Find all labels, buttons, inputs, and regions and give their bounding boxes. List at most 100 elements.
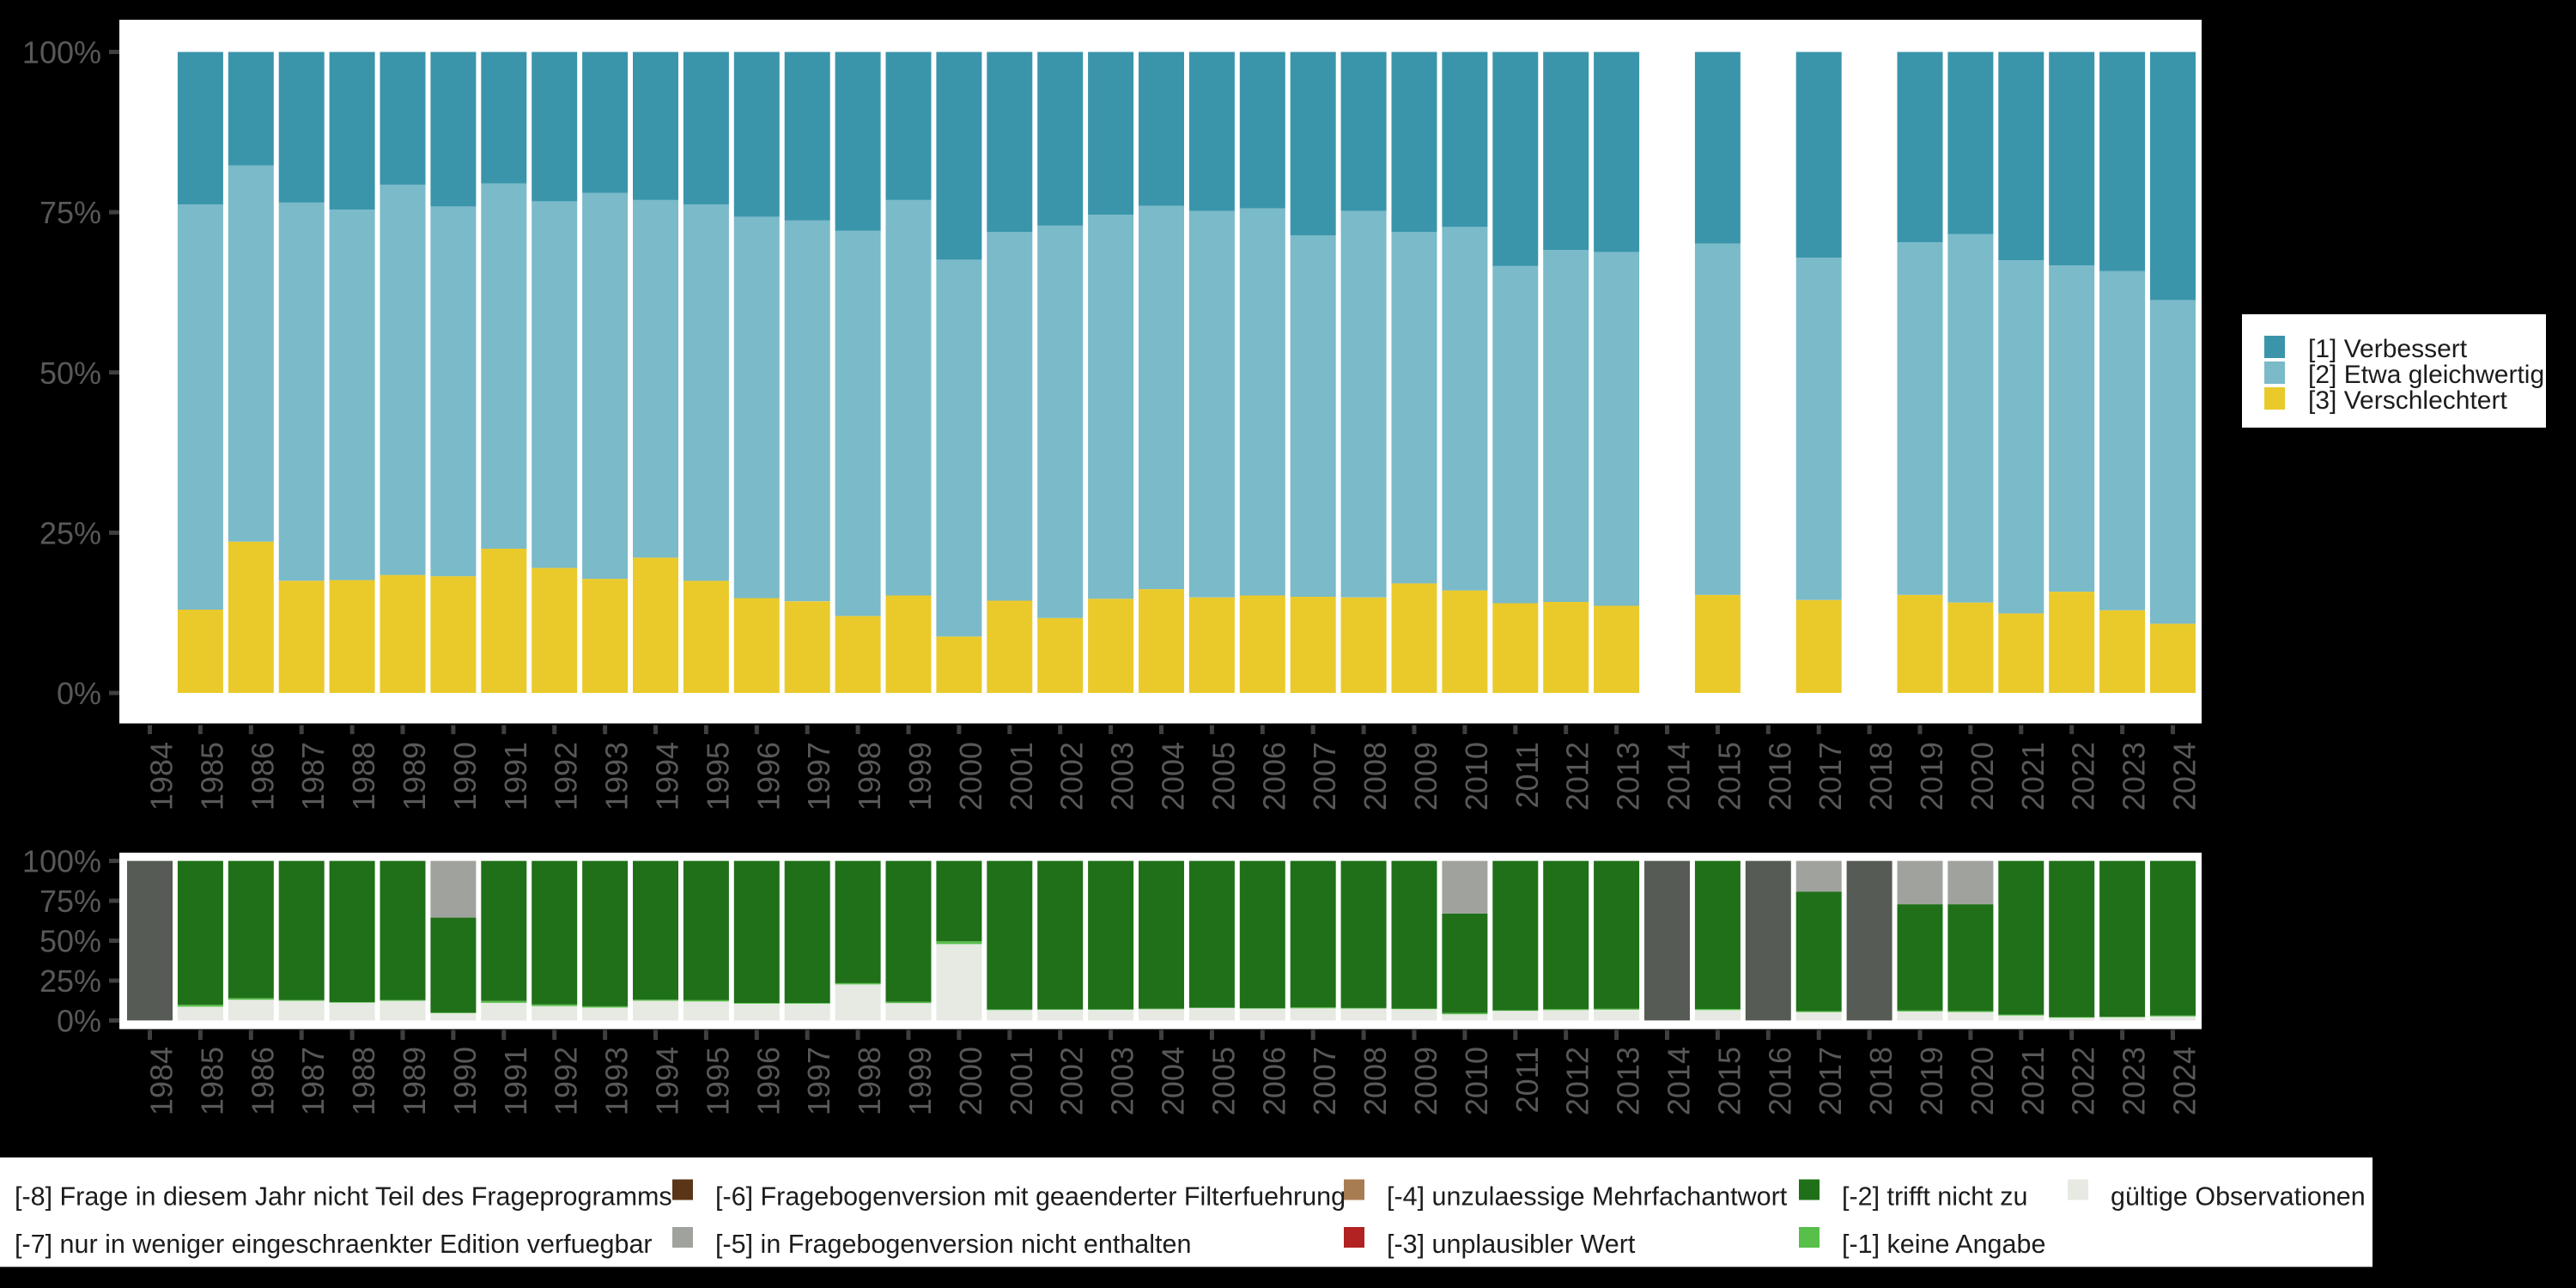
svg-text:1984: 1984 <box>144 742 179 811</box>
svg-text:2024: 2024 <box>2167 1047 2202 1115</box>
svg-text:2006: 2006 <box>1256 1047 1291 1115</box>
svg-text:[-6] Fragebogenversion mit gea: [-6] Fragebogenversion mit geaenderter F… <box>715 1182 1346 1212</box>
svg-text:1996: 1996 <box>750 1047 786 1115</box>
svg-text:1992: 1992 <box>549 1047 584 1115</box>
svg-text:2011: 2011 <box>1510 742 1545 808</box>
svg-text:1999: 1999 <box>902 1047 938 1115</box>
svg-text:2014: 2014 <box>1662 742 1697 811</box>
svg-text:[3] Verschlechtert: [3] Verschlechtert <box>2308 386 2507 415</box>
svg-text:1984: 1984 <box>144 1047 179 1115</box>
svg-text:2014: 2014 <box>1662 1047 1697 1115</box>
svg-text:100%: 100% <box>22 35 101 70</box>
svg-text:1994: 1994 <box>650 742 685 811</box>
svg-text:2012: 2012 <box>1560 742 1595 811</box>
svg-text:1991: 1991 <box>498 1047 533 1115</box>
svg-text:2019: 2019 <box>1914 1047 1949 1115</box>
svg-text:1998: 1998 <box>852 1047 887 1115</box>
svg-text:2004: 2004 <box>1156 742 1191 811</box>
svg-text:2015: 2015 <box>1711 742 1747 811</box>
svg-text:1986: 1986 <box>245 742 280 811</box>
svg-text:2016: 2016 <box>1762 742 1797 811</box>
svg-text:2001: 2001 <box>1004 1047 1039 1115</box>
svg-text:1995: 1995 <box>700 1047 735 1115</box>
svg-text:[-4] unzulaessige Mehrfachantw: [-4] unzulaessige Mehrfachantwort <box>1387 1182 1788 1212</box>
svg-text:0%: 0% <box>57 1003 101 1038</box>
svg-text:0%: 0% <box>57 676 101 711</box>
svg-text:2005: 2005 <box>1206 742 1241 811</box>
svg-text:2001: 2001 <box>1004 742 1039 811</box>
svg-text:2009: 2009 <box>1408 742 1443 811</box>
svg-text:50%: 50% <box>39 924 101 959</box>
svg-text:[1] Verbessert: [1] Verbessert <box>2308 335 2468 363</box>
svg-text:1985: 1985 <box>194 1047 229 1115</box>
svg-text:2013: 2013 <box>1611 1047 1646 1115</box>
svg-text:2006: 2006 <box>1256 742 1291 811</box>
svg-text:1987: 1987 <box>295 1047 331 1115</box>
svg-text:1990: 1990 <box>447 1047 483 1115</box>
svg-text:2019: 2019 <box>1914 742 1949 811</box>
svg-text:2010: 2010 <box>1459 742 1494 811</box>
svg-text:2018: 2018 <box>1863 742 1899 811</box>
svg-text:1994: 1994 <box>650 1047 685 1115</box>
svg-text:1995: 1995 <box>700 742 735 811</box>
svg-text:2023: 2023 <box>2117 1047 2152 1115</box>
svg-text:2018: 2018 <box>1863 1047 1899 1115</box>
svg-text:2007: 2007 <box>1307 1047 1342 1115</box>
svg-text:1998: 1998 <box>852 742 887 811</box>
svg-text:1989: 1989 <box>397 1047 432 1115</box>
svg-text:2020: 2020 <box>1965 742 2000 811</box>
svg-text:1990: 1990 <box>447 742 483 811</box>
svg-text:1997: 1997 <box>801 1047 836 1115</box>
svg-text:2011: 2011 <box>1510 1047 1545 1113</box>
svg-text:2008: 2008 <box>1358 742 1393 811</box>
svg-text:2024: 2024 <box>2167 742 2202 811</box>
svg-text:[-3] unplausibler Wert: [-3] unplausibler Wert <box>1387 1230 1636 1259</box>
svg-text:1988: 1988 <box>346 742 381 811</box>
svg-text:1999: 1999 <box>902 742 938 811</box>
svg-text:1987: 1987 <box>295 742 331 811</box>
svg-text:2021: 2021 <box>2015 742 2050 811</box>
svg-text:2004: 2004 <box>1156 1047 1191 1115</box>
svg-text:50%: 50% <box>39 355 101 391</box>
svg-text:25%: 25% <box>39 963 101 999</box>
svg-text:1992: 1992 <box>549 742 584 811</box>
svg-text:[-5] in Fragebogenversion nich: [-5] in Fragebogenversion nicht enthalte… <box>715 1230 1191 1259</box>
svg-text:[-7] nur in weniger eingeschra: [-7] nur in weniger eingeschraenkter Edi… <box>15 1230 653 1259</box>
svg-text:75%: 75% <box>39 195 101 230</box>
svg-text:1996: 1996 <box>750 742 786 811</box>
svg-text:[-2] trifft nicht zu: [-2] trifft nicht zu <box>1842 1182 2027 1212</box>
svg-text:100%: 100% <box>22 844 101 879</box>
svg-text:1985: 1985 <box>194 742 229 811</box>
svg-text:2013: 2013 <box>1611 742 1646 811</box>
svg-text:[-1] keine Angabe: [-1] keine Angabe <box>1842 1230 2045 1259</box>
svg-text:2009: 2009 <box>1408 1047 1443 1115</box>
svg-text:2000: 2000 <box>953 742 988 811</box>
svg-text:2000: 2000 <box>953 1047 988 1115</box>
svg-text:2020: 2020 <box>1965 1047 2000 1115</box>
svg-text:gültige Observationen: gültige Observationen <box>2111 1182 2366 1212</box>
svg-text:2012: 2012 <box>1560 1047 1595 1115</box>
svg-text:75%: 75% <box>39 884 101 919</box>
svg-text:25%: 25% <box>39 515 101 550</box>
svg-text:2007: 2007 <box>1307 742 1342 811</box>
svg-text:1993: 1993 <box>599 1047 635 1115</box>
svg-text:2023: 2023 <box>2117 742 2152 811</box>
svg-text:2003: 2003 <box>1105 1047 1140 1115</box>
svg-text:2016: 2016 <box>1762 1047 1797 1115</box>
svg-text:2017: 2017 <box>1813 742 1848 811</box>
svg-text:2022: 2022 <box>2066 742 2101 811</box>
svg-text:2005: 2005 <box>1206 1047 1241 1115</box>
svg-text:1993: 1993 <box>599 742 635 811</box>
svg-text:2002: 2002 <box>1054 1047 1090 1115</box>
svg-text:2017: 2017 <box>1813 1047 1848 1115</box>
svg-text:2002: 2002 <box>1054 742 1090 811</box>
svg-text:1988: 1988 <box>346 1047 381 1115</box>
svg-text:2021: 2021 <box>2015 1047 2050 1115</box>
svg-text:1989: 1989 <box>397 742 432 811</box>
svg-text:2003: 2003 <box>1105 742 1140 811</box>
svg-text:[-8] Frage in diesem Jahr nich: [-8] Frage in diesem Jahr nicht Teil des… <box>15 1182 672 1212</box>
svg-text:1986: 1986 <box>245 1047 280 1115</box>
svg-text:1997: 1997 <box>801 742 836 811</box>
svg-text:2008: 2008 <box>1358 1047 1393 1115</box>
svg-text:1991: 1991 <box>498 742 533 811</box>
